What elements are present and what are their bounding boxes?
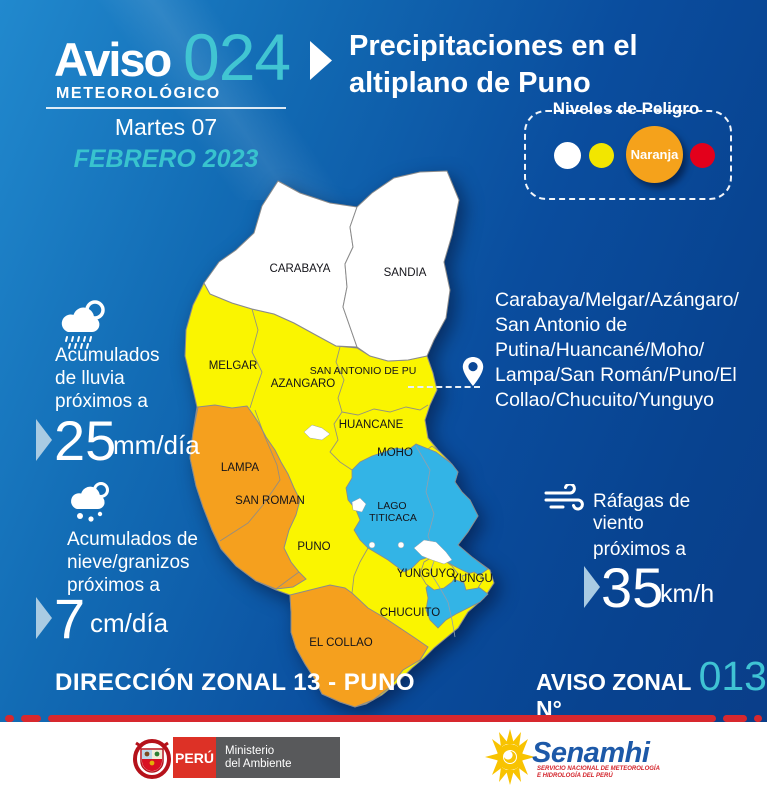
label-san-antonio: SAN ANTONIO DE PU (310, 365, 417, 377)
label-carabaya: CARABAYA (270, 263, 331, 275)
danger-levels-title: Niveles de Peligro (552, 99, 700, 118)
label-yunguyo: YUNGUYO (397, 568, 455, 580)
wind-value: 35 (601, 556, 664, 619)
senamhi-tagline-line1: SERVICIO NACIONAL DE METEOROLOGÍA (537, 766, 660, 772)
snow-label-line1: Acumulados de (67, 529, 198, 550)
ministry-logo-box: Ministerio del Ambiente (216, 737, 340, 778)
red-dash (723, 715, 747, 722)
snow-label-line3: próximos a (67, 575, 160, 596)
danger-level-yellow (589, 143, 614, 168)
province-sandia (342, 170, 460, 362)
page-title: Precipitaciones en el altiplano de Puno (349, 28, 749, 102)
advisory-number: 024 (183, 20, 291, 94)
snow-cloud-icon (71, 482, 109, 522)
zones-line3: Putina/Huancané/Moho/ (495, 339, 705, 361)
label-melgar: MELGAR (209, 360, 258, 372)
brand-title: Aviso (54, 33, 172, 86)
label-sandia: SANDIA (384, 267, 427, 279)
header-divider (46, 107, 286, 109)
location-pin-icon (462, 357, 484, 386)
lake-islands (303, 424, 453, 565)
province-lampa-san-roman (189, 404, 307, 590)
wind-gust-icon (544, 484, 584, 511)
wind-label-line3: próximos a (593, 539, 686, 560)
brand-subtitle: METEOROLÓGICO (56, 85, 221, 102)
label-yunguyo2: YUNGU (451, 573, 493, 585)
zones-line2: San Antonio de (495, 314, 628, 336)
danger-active-label: Naranja (630, 147, 679, 162)
red-bar (48, 715, 716, 722)
label-chucuito: CHUCUITO (380, 607, 441, 619)
rain-value-arrow-icon (36, 419, 52, 461)
senamhi-tagline: SERVICIO NACIONAL DE METEOROLOGÍA E HIDR… (537, 766, 660, 780)
senamhi-tagline-line2: E HIDROLOGÍA DEL PERÚ (537, 773, 613, 779)
date-month-year: FEBRERO 2023 (73, 145, 259, 173)
danger-level-orange-active: Naranja (626, 126, 683, 183)
label-azangaro: AZANGARO (271, 378, 336, 390)
danger-levels-box (524, 110, 732, 200)
zonal-direction-label: DIRECCIÓN ZONAL 13 - PUNO (55, 669, 416, 696)
wind-value-arrow-icon (584, 566, 600, 608)
ministry-line2: del Ambiente (225, 757, 292, 770)
danger-level-white (554, 142, 581, 169)
zones-line4: Lampa/San Román/Puno/El (495, 364, 737, 386)
red-dash (21, 715, 41, 722)
rain-label-line2: de lluvia (55, 368, 125, 389)
footer: PERÚ Ministerio del Ambiente Senam (0, 722, 767, 792)
wind-unit: km/h (660, 580, 715, 608)
background-light-streak (0, 0, 420, 200)
rain-cloud-icon (61, 300, 105, 349)
rain-unit: mm/día (113, 430, 200, 460)
label-san-roman: SAN ROMAN (235, 495, 305, 507)
rain-label-line1: Acumulados (55, 345, 160, 366)
label-el-collao: EL COLLAO (309, 637, 373, 649)
province-yunguyo-exclave (461, 571, 485, 591)
province-el-collao (289, 584, 429, 708)
label-puno: PUNO (297, 541, 330, 553)
zones-line1: Carabaya/Melgar/Azángaro/ (495, 289, 739, 311)
affected-zones-list: Carabaya/Melgar/Azángaro/ San Antonio de… (495, 288, 755, 413)
peru-coat-of-arms (133, 739, 171, 779)
wind-label-line2: viento (593, 513, 644, 534)
snow-value: 7 (54, 587, 86, 650)
peru-logo-box: PERÚ (173, 737, 216, 778)
puno-province-map: CARABAYA SANDIA MELGAR AZANGARO SAN ANTO… (184, 170, 495, 708)
peru-logo-text: PERÚ (175, 749, 214, 766)
snow-label: Acumulados de nieve/granizos próximos a (67, 528, 198, 597)
rain-value: 25 (54, 409, 117, 472)
zonal-advisory: AVISO ZONAL N° 013 (536, 656, 767, 723)
danger-level-red (690, 143, 715, 168)
red-dot (754, 715, 762, 722)
page-title-line1: Precipitaciones en el (349, 30, 638, 62)
wind-label: Ráfagas de viento próximos a (593, 491, 690, 561)
senamhi-sun-icon (485, 729, 535, 785)
red-separator (5, 715, 762, 722)
snow-value-arrow-icon (36, 597, 52, 639)
date-day: Martes 07 (114, 114, 218, 140)
page-title-line2: altiplano de Puno (349, 67, 591, 99)
zonal-advisory-number: 013 (698, 653, 767, 699)
label-huancane: HUANCANE (339, 419, 404, 431)
label-lago: LAGO (377, 500, 406, 512)
pin-connector-line (408, 386, 480, 388)
label-lampa: LAMPA (221, 462, 259, 474)
label-moho: MOHO (377, 447, 413, 459)
senamhi-logo-text: Senamhi (532, 737, 650, 769)
red-dot (5, 715, 14, 722)
zones-line5: Collao/Chucuito/Yunguyo (495, 389, 714, 411)
lake-titicaca-shape (345, 443, 489, 577)
wind-label-line1: Ráfagas de (593, 491, 691, 512)
rain-label-line3: próximos a (55, 391, 148, 412)
snow-label-line2: nieve/granizos (67, 552, 190, 573)
snow-unit: cm/día (90, 608, 169, 638)
rain-label: Acumulados de lluvia próximos a (55, 344, 160, 413)
ministry-line1: Ministerio (225, 744, 275, 757)
label-titicaca: TITICACA (369, 512, 417, 524)
